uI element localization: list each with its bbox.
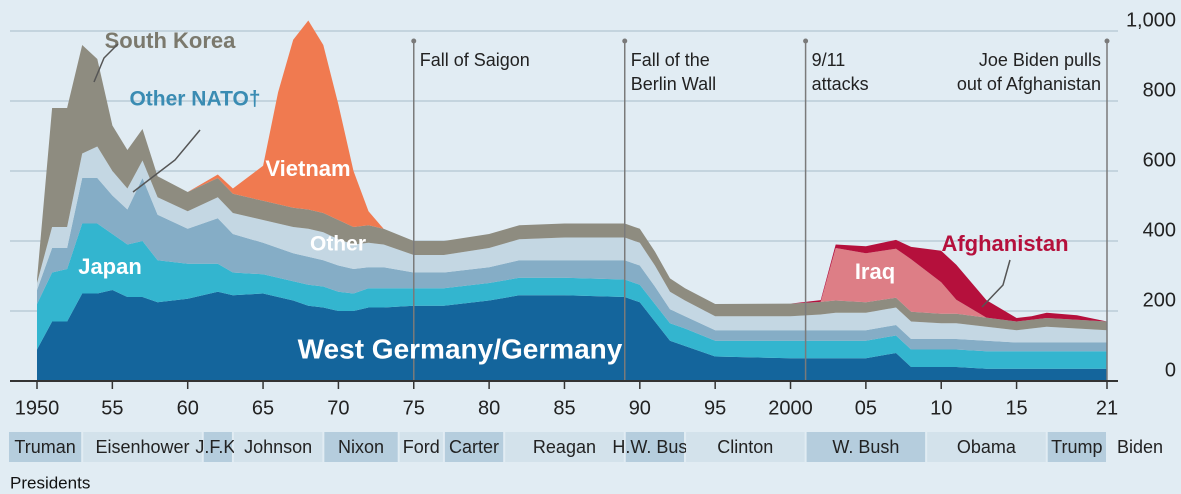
area [37, 146, 1107, 343]
president-name: Ford [403, 437, 440, 457]
area [37, 20, 1107, 322]
leader-line [132, 129, 201, 193]
x-tick-label: 21 [1096, 397, 1118, 419]
y-tick-label: 1,000 [1126, 9, 1176, 31]
series-label: Vietnam [265, 156, 350, 181]
x-tick-label: 80 [478, 397, 500, 419]
x-tick-label: 90 [629, 397, 651, 419]
president-name: Clinton [717, 437, 773, 457]
president-name: W. Bush [832, 437, 899, 457]
president-term [505, 432, 624, 462]
president-name: Truman [14, 437, 75, 457]
y-tick-label: 400 [1143, 219, 1176, 241]
x-tick-label: 65 [252, 397, 274, 419]
president-name: Carter [449, 437, 499, 457]
presidents-title: Presidents [10, 473, 90, 492]
area [37, 178, 1107, 352]
leader-line [93, 43, 119, 83]
x-tick-label: 15 [1005, 397, 1027, 419]
president-name: Reagan [533, 437, 596, 457]
president-name: Nixon [338, 437, 384, 457]
annotation-text: Fall of Saigon [420, 50, 530, 70]
president-term [9, 432, 82, 462]
series-label: Iraq [855, 259, 895, 284]
president-name: Johnson [244, 437, 312, 457]
annotation-text: 9/11 [812, 50, 846, 70]
president-term [399, 432, 443, 462]
series-label: Other [310, 233, 366, 256]
x-tick-label: 60 [177, 397, 199, 419]
annotation-dot [803, 38, 809, 44]
area [37, 20, 1107, 322]
areas [37, 20, 1107, 381]
x-tick-label: 05 [855, 397, 877, 419]
president-term [1047, 432, 1106, 462]
series-label: South Korea [105, 28, 237, 53]
president-name: J.F.K. [195, 437, 240, 457]
president-term [927, 432, 1046, 462]
x-tick-label: 85 [553, 397, 575, 419]
annotation-text: attacks [812, 74, 869, 94]
annotations: Fall of Saigon Fall of the Berlin Wall 9/11… [411, 38, 1110, 381]
y-tick-label: 600 [1143, 149, 1176, 171]
annotation-text: Berlin Wall [631, 74, 716, 94]
annotation-text: out of Afghanistan [957, 74, 1101, 94]
president-term [806, 432, 926, 462]
y-tick-label: 200 [1143, 289, 1176, 311]
x-tick-label: 2000 [768, 397, 813, 419]
president-term [233, 432, 323, 462]
president-term [324, 432, 398, 462]
series-label: Afghanistan [941, 231, 1068, 256]
x-tick-label: 1950 [15, 397, 60, 419]
x-tick-label: 75 [403, 397, 425, 419]
x-tick-label: 10 [930, 397, 952, 419]
series-label: West Germany/Germany [298, 333, 623, 364]
president-name: Obama [957, 437, 1017, 457]
annotation-dot [622, 38, 628, 44]
x-tick-label: 70 [327, 397, 349, 419]
x-tick-label: 95 [704, 397, 726, 419]
president-term [444, 432, 504, 462]
president-term [83, 432, 202, 462]
annotation-dot [411, 38, 417, 44]
president-term [203, 432, 232, 462]
axes: 0 200 400 600 800 1,000 1950 55 60 65 70 75 80 85 90 95… [10, 9, 1176, 419]
president-name: Biden [1117, 437, 1163, 457]
series-label: Japan [78, 254, 142, 279]
presidents-bar: Truman Eisenhower J.F.K. Johnson Nixon Ford Ca… [9, 432, 1163, 462]
president-term [625, 432, 685, 462]
annotation-text: Fall of the [631, 50, 710, 70]
leader-line [981, 259, 1011, 308]
y-tick-label: 0 [1165, 359, 1176, 381]
area [37, 290, 1107, 381]
area [37, 223, 1107, 369]
president-term [686, 432, 805, 462]
annotation-text: Joe Biden pulls [979, 50, 1101, 70]
series-label: Other NATO† [129, 88, 260, 111]
president-name: Eisenhower [95, 437, 189, 457]
x-tick-label: 55 [101, 397, 123, 419]
series-labels: West Germany/Germany Japan Other NATO† Othe… [78, 28, 1068, 365]
president-name: H.W. Bush [612, 437, 697, 457]
president-name: Trump [1051, 437, 1102, 457]
y-tick-label: 800 [1143, 79, 1176, 101]
annotation-dot [1104, 38, 1110, 44]
